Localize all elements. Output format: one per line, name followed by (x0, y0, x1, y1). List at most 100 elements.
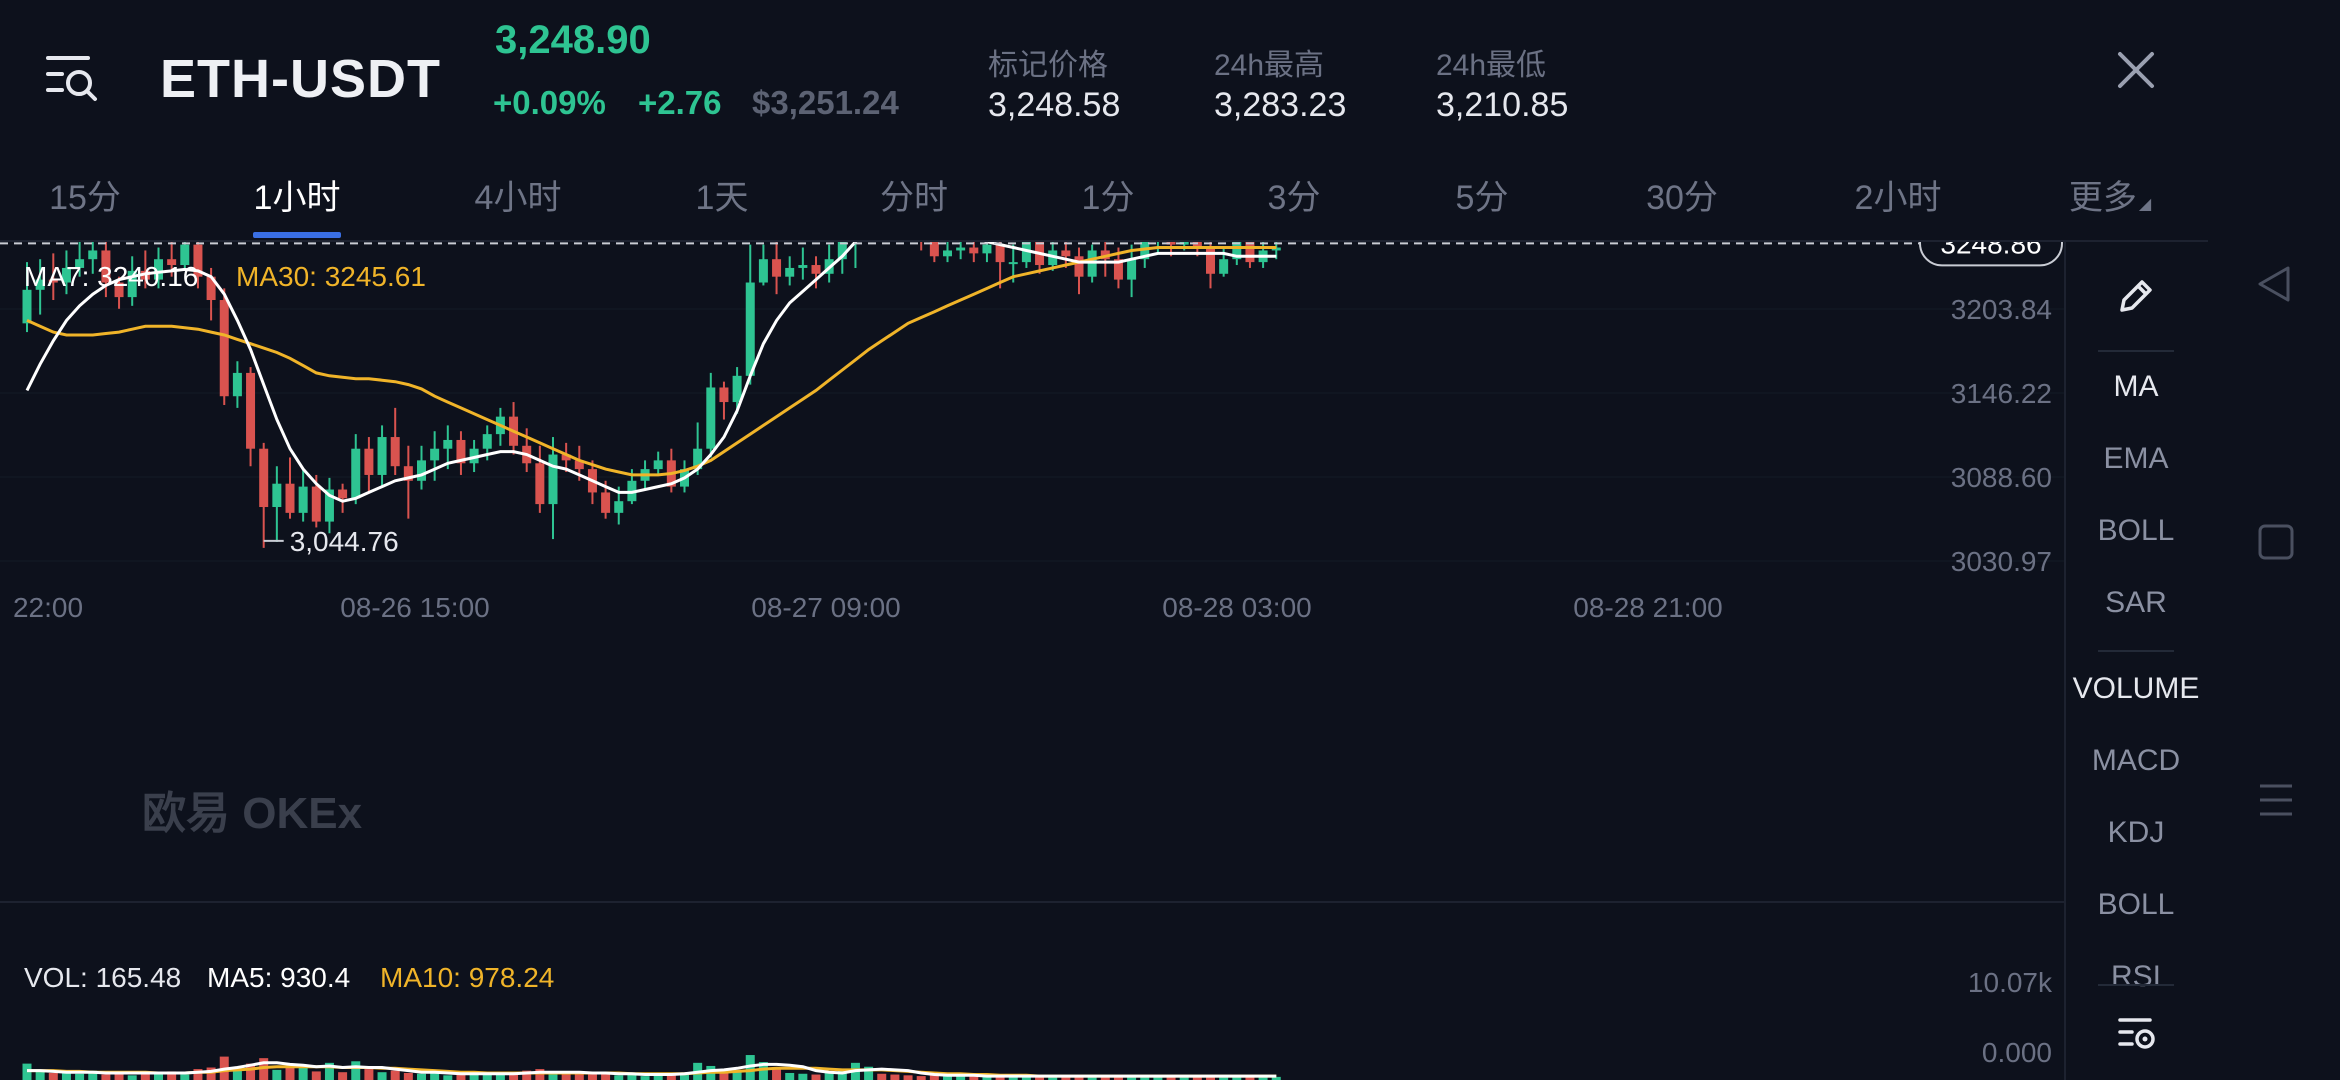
candle-body (206, 276, 216, 301)
volume-bar (587, 1074, 597, 1080)
volume-bar (877, 1073, 887, 1080)
ma7-line (25, 242, 1277, 503)
volume-bar (837, 1070, 847, 1080)
candle-body (614, 501, 624, 513)
volume-bar (351, 1061, 361, 1080)
y-tick-label: 3088.60 (1951, 462, 2052, 493)
indicator-settings-icon[interactable] (2116, 1012, 2158, 1054)
tab-1min[interactable]: 1分 (1081, 179, 1135, 217)
candle-body (167, 259, 177, 266)
candle-body (956, 247, 966, 251)
candle-body (443, 439, 453, 449)
nav-home-icon[interactable] (2256, 522, 2296, 562)
low-marker-label: 3,044.76 (290, 526, 399, 557)
y-tick-label: 3203.84 (1951, 294, 2052, 325)
candle-body (114, 282, 124, 298)
vol-legend: VOL: 165.48 (24, 962, 181, 993)
indicator-separator (2098, 350, 2174, 352)
tab-1day[interactable]: 1天 (695, 179, 749, 217)
volume-bar (1153, 1076, 1163, 1080)
candle-body (324, 489, 334, 522)
indicator-sar[interactable]: SAR (2105, 586, 2167, 619)
volume-bar (272, 1069, 282, 1080)
volume-bar (324, 1062, 334, 1080)
kline-chart[interactable]: 欧易 OKEx 3248.86 3261.463203.843146.22308… (0, 242, 2064, 1080)
volume-bar (574, 1073, 584, 1080)
candle-body (811, 265, 821, 274)
volume-bar (916, 1076, 926, 1080)
indicator-kdj[interactable]: KDJ (2107, 816, 2165, 849)
current-price-badge: 3248.86 (1919, 242, 2063, 267)
pair-title[interactable]: ETH-USDT (160, 49, 441, 109)
tab-more[interactable]: 更多 ◢ (2069, 170, 2151, 219)
volume-bar (114, 1072, 124, 1080)
nav-recents-icon[interactable] (2256, 780, 2296, 820)
volume-bar (364, 1069, 374, 1080)
volume-bar (259, 1058, 269, 1080)
converted-price: $3,251.24 (752, 84, 899, 121)
candle-body (232, 372, 242, 397)
indicator-volume[interactable]: VOLUME (2072, 672, 2200, 705)
candle-body (772, 259, 782, 277)
vol-ma5-line (27, 1061, 1277, 1078)
volume-bar (311, 1071, 321, 1080)
candle-body (601, 492, 611, 513)
draw-pencil-icon[interactable] (2114, 274, 2158, 318)
tab-3min[interactable]: 3分 (1267, 179, 1321, 217)
volume-bar (285, 1066, 295, 1080)
tab-1hour[interactable]: 1小时 (253, 179, 341, 217)
volume-bar (338, 1072, 348, 1080)
caret-icon: ◢ (2138, 196, 2152, 213)
candle-body (732, 375, 742, 403)
volume-bar (1166, 1076, 1176, 1080)
volume-bar (1232, 1075, 1242, 1080)
indicator-macd[interactable]: MACD (2091, 744, 2181, 777)
tab-30min[interactable]: 30分 (1646, 179, 1718, 217)
y-tick-label: 3146.22 (1951, 378, 2052, 409)
tab-15min[interactable]: 15分 (49, 179, 121, 217)
volume-bar (403, 1072, 413, 1080)
indicator-ma[interactable]: MA (2113, 370, 2159, 403)
tab-4hour[interactable]: 4小时 (474, 179, 562, 217)
volume-bar (390, 1070, 400, 1080)
volume-bar (180, 1074, 190, 1080)
candle-body (430, 448, 440, 461)
nav-back-icon[interactable] (2252, 262, 2296, 306)
candle-body (1219, 259, 1229, 274)
volume-bar (154, 1073, 163, 1080)
menu-search-icon[interactable] (44, 50, 100, 106)
tab-timeshare[interactable]: 分时 (880, 179, 948, 217)
candle-body (1061, 250, 1071, 257)
volume-bar (1192, 1075, 1202, 1080)
volume-bar (1021, 1076, 1031, 1080)
tab-5min[interactable]: 5分 (1455, 179, 1509, 217)
close-icon[interactable] (2112, 46, 2160, 94)
indicator-boll[interactable]: BOLL (2097, 514, 2175, 547)
indicator-ema[interactable]: EMA (2103, 442, 2169, 475)
candle-body (22, 289, 32, 324)
tab-2hour[interactable]: 2小时 (1854, 179, 1942, 217)
volume-bar (1087, 1075, 1097, 1080)
candle-body (1074, 256, 1084, 277)
volume-bar (824, 1072, 834, 1080)
volume-bar (653, 1074, 663, 1080)
volume-bar (48, 1072, 58, 1080)
active-tab-indicator (253, 232, 341, 238)
candle-body (982, 244, 992, 254)
indicator-divider (2064, 240, 2066, 1080)
indicator-boll-sub[interactable]: BOLL (2097, 888, 2175, 921)
volume-bar (246, 1063, 256, 1080)
candle-body (88, 250, 98, 260)
candle-body (745, 282, 755, 376)
x-tick-label: 22:00 (13, 592, 83, 623)
volume-bar (1100, 1076, 1110, 1080)
change-amount: +2.76 (638, 84, 722, 121)
candle-body (1008, 262, 1018, 265)
candle-body (653, 460, 663, 470)
candle-body (798, 265, 808, 268)
volume-bar (1206, 1076, 1215, 1080)
volume-bar (430, 1072, 440, 1080)
candle-body (1232, 242, 1242, 260)
indicator-rsi[interactable]: RSI (2110, 960, 2162, 988)
